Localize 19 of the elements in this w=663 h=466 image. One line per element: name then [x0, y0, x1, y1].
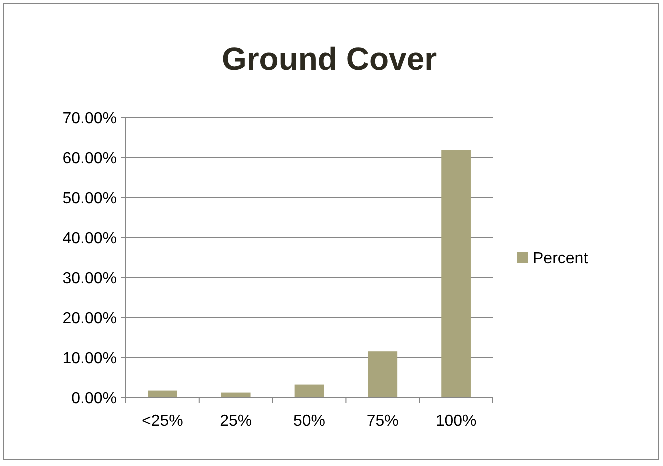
bar	[442, 150, 471, 398]
x-tick-label: 100%	[436, 413, 477, 430]
y-tick-label: 30.00%	[62, 270, 117, 288]
chart-title: Ground Cover	[222, 41, 438, 77]
y-tick-label: 0.00%	[72, 390, 117, 408]
y-tick-label: 60.00%	[62, 150, 117, 168]
y-tick-label: 40.00%	[62, 230, 117, 248]
y-tick-label: 20.00%	[62, 310, 117, 328]
y-tick-label: 10.00%	[62, 350, 117, 368]
y-tick-label: 50.00%	[62, 190, 117, 208]
x-tick-label: 75%	[366, 413, 399, 430]
bar	[368, 352, 398, 398]
x-tick-label: 25%	[220, 413, 252, 430]
x-tick-label: <25%	[142, 413, 184, 430]
bar	[148, 390, 178, 398]
legend-label: Percent	[533, 250, 589, 268]
x-tick-label: 50%	[293, 413, 326, 430]
y-tick-label: 70.00%	[62, 110, 117, 128]
bar	[294, 384, 324, 398]
